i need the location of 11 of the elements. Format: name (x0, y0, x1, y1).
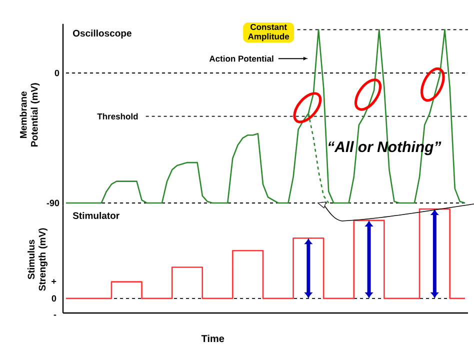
text: - (54, 314, 56, 316)
chart-title: Stimulator (72, 212, 120, 219)
text: Oscilloscope (73, 30, 132, 38)
y-tick-label: -90 (46, 200, 60, 206)
y-axis-title: Membrane Potential (mV) (20, 83, 40, 146)
annotation: Action Potential (209, 55, 274, 62)
y-axis-title: Stimulus Strength (mV) (28, 228, 48, 291)
ref-line-label: Constant Amplitude (248, 24, 290, 42)
text: + (52, 279, 56, 284)
ref-line-label: Threshold (97, 113, 138, 120)
x-axis-title: Time (201, 334, 224, 342)
